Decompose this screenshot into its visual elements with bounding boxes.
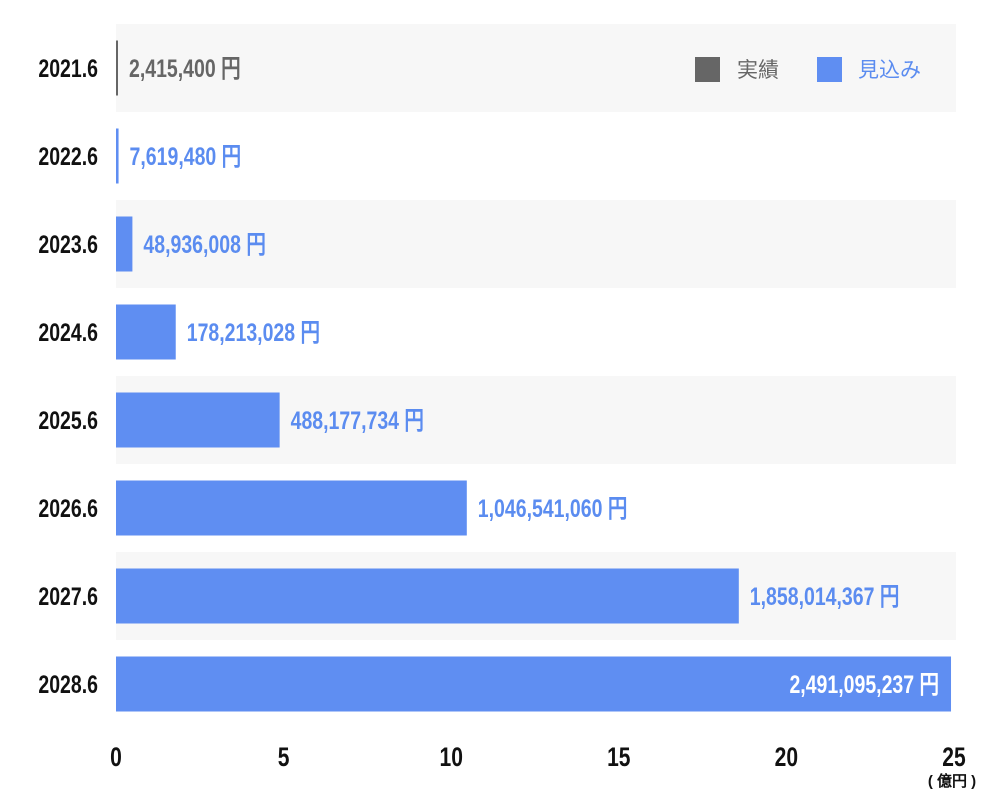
bar-2022.6 <box>116 128 119 184</box>
category-label-2026.6: 2026.6 <box>38 495 98 523</box>
row-background <box>116 112 956 200</box>
legend: 実績 見込み <box>695 57 921 82</box>
x-tick-0: 0 <box>110 743 122 773</box>
x-axis-unit-label: ( 億円 ) <box>928 772 976 790</box>
x-tick-25: 25 <box>942 743 965 773</box>
bar-2021.6 <box>116 40 118 96</box>
legend-swatch-actual <box>695 57 720 82</box>
legend-swatch-forecast <box>817 57 842 82</box>
legend-label-forecast: 見込み <box>858 59 921 82</box>
value-label-2027.6: 1,858,014,367 円 <box>750 583 900 611</box>
value-label-2026.6: 1,046,541,060 円 <box>478 495 628 523</box>
row-background <box>116 200 956 288</box>
category-label-2027.6: 2027.6 <box>38 583 98 611</box>
category-label-2024.6: 2024.6 <box>38 319 98 347</box>
row-background <box>116 288 956 376</box>
category-label-2023.6: 2023.6 <box>38 231 98 259</box>
category-label-2025.6: 2025.6 <box>38 407 98 435</box>
value-label-2025.6: 488,177,734 円 <box>291 407 424 435</box>
category-label-2028.6: 2028.6 <box>38 671 98 699</box>
bar-2028.6 <box>116 656 952 712</box>
bar-2025.6 <box>116 392 280 448</box>
value-label-2022.6: 7,619,480 円 <box>130 143 242 171</box>
bar-2023.6 <box>116 216 133 272</box>
category-label-2021.6: 2021.6 <box>38 55 98 83</box>
legend-label-actual: 実績 <box>737 59 779 82</box>
category-label-2022.6: 2022.6 <box>38 143 98 171</box>
bar-2024.6 <box>116 304 176 360</box>
value-label-2028.6: 2,491,095,237 円 <box>789 671 939 699</box>
value-label-2024.6: 178,213,028 円 <box>187 319 320 347</box>
bar-2026.6 <box>116 480 467 536</box>
x-tick-15: 15 <box>607 743 630 773</box>
bar-2027.6 <box>116 568 739 624</box>
x-tick-20: 20 <box>775 743 798 773</box>
value-label-2023.6: 48,936,008 円 <box>143 231 265 259</box>
value-label-2021.6: 2,415,400 円 <box>129 55 241 83</box>
x-tick-5: 5 <box>278 743 290 773</box>
row-background <box>116 24 956 112</box>
x-tick-10: 10 <box>439 743 462 773</box>
